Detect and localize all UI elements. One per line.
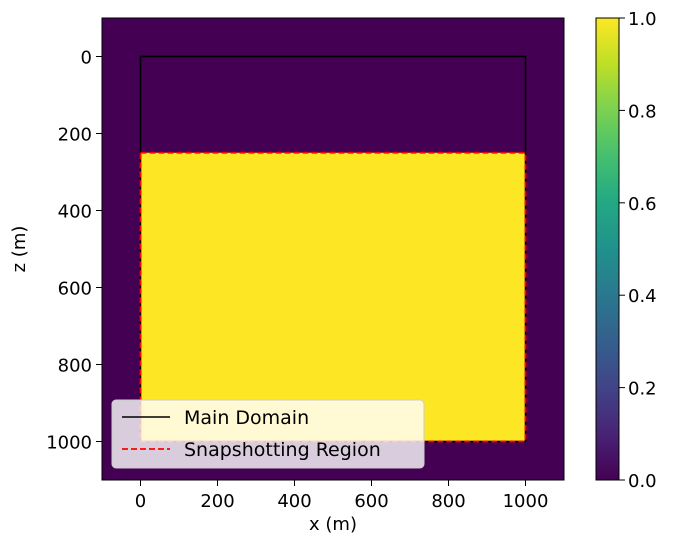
colorbar-tick-label: 0.0 xyxy=(628,471,657,492)
colorbar-tick-label: 0.6 xyxy=(628,194,657,215)
x-tick-label: 600 xyxy=(354,491,388,512)
colorbar-ticks: 0.0 0.2 0.4 0.6 0.8 1.0 xyxy=(619,9,657,492)
colorbar-tick-label: 0.2 xyxy=(628,379,657,400)
colorbar-tick-label: 1.0 xyxy=(628,9,657,30)
colorbar-tick-label: 0.4 xyxy=(628,286,657,307)
x-tick-label: 200 xyxy=(200,491,234,512)
legend-main-domain-label: Main Domain xyxy=(184,407,309,429)
x-tick-label: 1000 xyxy=(503,491,549,512)
y-tick-label: 400 xyxy=(58,202,92,223)
y-tick-label: 800 xyxy=(58,356,92,377)
x-tick-label: 800 xyxy=(431,491,465,512)
y-axis-label: z (m) xyxy=(9,226,30,273)
y-tick-label: 600 xyxy=(58,279,92,300)
colorbar-gradient xyxy=(595,17,620,481)
y-axis: 0 200 400 600 800 1000 xyxy=(46,48,102,454)
x-tick-label: 400 xyxy=(277,491,311,512)
x-axis-label: x (m) xyxy=(309,514,357,535)
legend-box xyxy=(111,399,425,469)
x-axis: 0 200 400 600 800 1000 xyxy=(135,480,549,512)
y-tick-label: 1000 xyxy=(46,433,92,454)
plot-frame xyxy=(101,17,565,481)
heatmap-filled-region xyxy=(140,152,526,442)
y-tick-label: 0 xyxy=(81,48,92,69)
legend: Main Domain Snapshotting Region xyxy=(111,399,425,469)
legend-snapshotting-region-label: Snapshotting Region xyxy=(184,439,381,461)
colorbar: 0.0 0.2 0.4 0.6 0.8 1.0 xyxy=(595,9,657,492)
colorbar-tick-label: 0.8 xyxy=(628,101,657,122)
x-tick-label: 0 xyxy=(135,491,146,512)
y-tick-label: 200 xyxy=(58,125,92,146)
